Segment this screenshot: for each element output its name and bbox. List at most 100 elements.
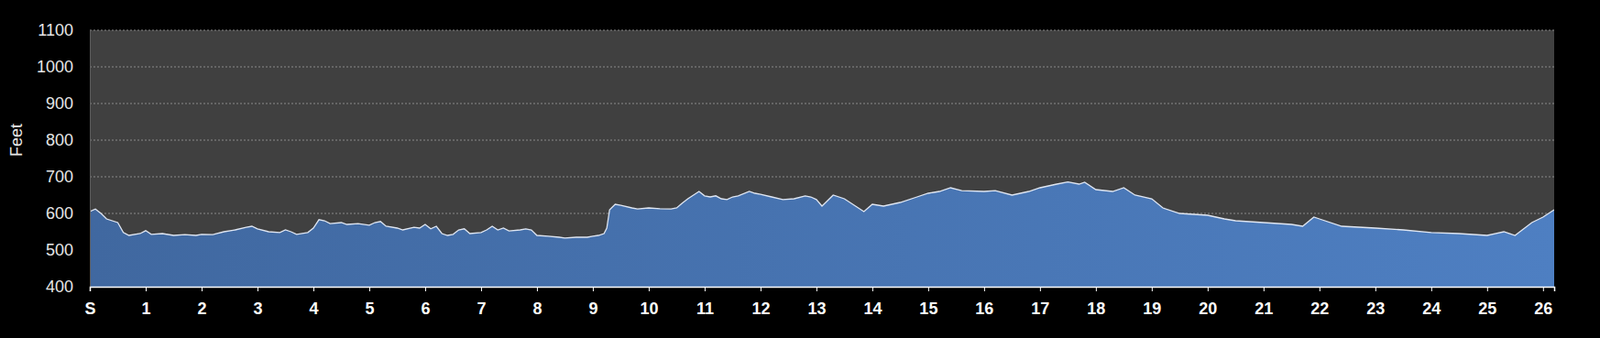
grid-line xyxy=(89,140,1555,142)
x-tick: 18 xyxy=(1086,286,1106,318)
x-tick: 8 xyxy=(532,286,542,318)
y-tick-label: 800 xyxy=(45,131,74,150)
x-tick-mark xyxy=(1095,286,1097,292)
x-tick-label: 21 xyxy=(1254,299,1273,318)
x-tick-mark xyxy=(481,286,483,292)
x-tick-mark xyxy=(1431,286,1433,292)
x-tick: 4 xyxy=(308,286,318,318)
x-tick-mark xyxy=(1319,286,1321,292)
x-tick-mark xyxy=(536,286,538,292)
plot xyxy=(89,30,1555,287)
x-tick: 17 xyxy=(1030,286,1050,318)
y-tick: 1100 xyxy=(37,21,90,40)
x-tick-mark xyxy=(928,286,930,292)
x-tick: 16 xyxy=(975,286,994,318)
x-tick-label: 4 xyxy=(308,299,318,318)
x-tick-label: 3 xyxy=(252,299,263,318)
plot-background xyxy=(89,30,1555,287)
x-tick: 2 xyxy=(197,286,207,318)
y-tick-label: 1000 xyxy=(36,57,74,77)
x-tick-mark xyxy=(648,286,650,292)
y-tick-label: 700 xyxy=(45,167,74,187)
chart: 40050060070080090010001100S1234567891011… xyxy=(0,0,1600,338)
x-tick-mark xyxy=(313,286,315,292)
x-tick-mark xyxy=(1151,286,1153,292)
x-tick-label: 24 xyxy=(1422,299,1441,318)
x-tick: 13 xyxy=(807,286,826,318)
x-tick-mark xyxy=(425,286,427,292)
y-tick-label: 900 xyxy=(45,94,74,113)
x-tick-label: 6 xyxy=(420,299,430,318)
x-tick-label: 25 xyxy=(1478,299,1497,318)
x-tick-label: 11 xyxy=(696,299,714,318)
x-tick-mark xyxy=(1375,286,1377,292)
x-tick-mark xyxy=(704,286,706,292)
y-axis-line xyxy=(89,31,91,288)
x-tick-mark xyxy=(201,286,203,292)
y-tick-label: 500 xyxy=(45,241,74,260)
x-tick: 12 xyxy=(751,286,770,318)
x-tick-label: 15 xyxy=(919,299,938,318)
x-tick-mark xyxy=(145,286,147,292)
y-tick: 700 xyxy=(45,167,90,187)
x-tick-label: 23 xyxy=(1366,299,1385,318)
x-tick-label: 26 xyxy=(1534,299,1553,318)
x-tick-label: 5 xyxy=(364,299,374,318)
x-tick: 1 xyxy=(141,286,151,318)
y-tick: 1000 xyxy=(36,57,90,77)
x-tick-label: 16 xyxy=(975,299,994,318)
x-tick: 20 xyxy=(1198,286,1217,318)
grid-line xyxy=(89,66,1555,68)
grid xyxy=(89,30,1555,287)
x-tick-label: 10 xyxy=(639,299,658,318)
x-tick-label: 9 xyxy=(588,299,598,318)
x-tick: 11 xyxy=(696,286,714,318)
x-tick-label: 18 xyxy=(1086,299,1106,318)
elevation-line xyxy=(89,182,1555,239)
y-axis: 400 500 600 700 800 900 1000 1100 xyxy=(36,21,91,296)
x-tick-label: 19 xyxy=(1142,299,1162,318)
x-tick-mark xyxy=(984,286,986,292)
y-tick-label: 400 xyxy=(45,277,74,296)
y-tick: 600 xyxy=(45,204,90,223)
x-tick-mark xyxy=(1543,286,1545,292)
x-tick-mark xyxy=(1487,286,1489,292)
x-tick: 23 xyxy=(1366,286,1385,318)
x-tick-label: 17 xyxy=(1030,299,1050,318)
x-tick: 25 xyxy=(1478,286,1497,318)
y-tick: 800 xyxy=(45,131,90,150)
y-tick: 500 xyxy=(45,241,90,260)
x-tick-mark xyxy=(1263,286,1265,292)
x-tick: 7 xyxy=(476,286,486,318)
y-tick-label: 1100 xyxy=(37,21,74,40)
x-tick-mark xyxy=(1207,286,1209,292)
grid-line xyxy=(89,30,1555,32)
x-axis: S123456789101112131415161718192021222324… xyxy=(84,286,1555,318)
x-tick-mark xyxy=(1040,286,1042,292)
x-tick-mark xyxy=(872,286,874,292)
y-tick-label: 600 xyxy=(45,204,74,223)
x-tick: 21 xyxy=(1254,286,1273,318)
x-tick: 22 xyxy=(1310,286,1329,318)
x-tick: 24 xyxy=(1422,286,1441,318)
x-tick-mark xyxy=(369,286,371,292)
y-tick: 900 xyxy=(45,94,90,113)
x-tick-label: S xyxy=(84,299,96,318)
x-tick-label: 2 xyxy=(197,299,207,318)
x-tick: 15 xyxy=(919,286,938,318)
marks xyxy=(89,182,1555,287)
x-tick-label: 12 xyxy=(751,299,770,318)
x-tick-mark xyxy=(592,286,594,292)
elevation-area xyxy=(89,182,1555,287)
x-tick: 10 xyxy=(639,286,658,318)
x-tick: S xyxy=(84,286,96,318)
x-tick: 26 xyxy=(1534,286,1553,318)
x-tick-label: 1 xyxy=(141,299,151,318)
x-tick-mark xyxy=(89,286,91,292)
x-tick-label: 14 xyxy=(863,299,882,318)
x-tick-mark xyxy=(816,286,818,292)
x-tick-label: 22 xyxy=(1310,299,1329,318)
x-axis-line xyxy=(90,287,1556,293)
x-tick-label: 13 xyxy=(807,299,826,318)
grid-line xyxy=(89,103,1555,105)
